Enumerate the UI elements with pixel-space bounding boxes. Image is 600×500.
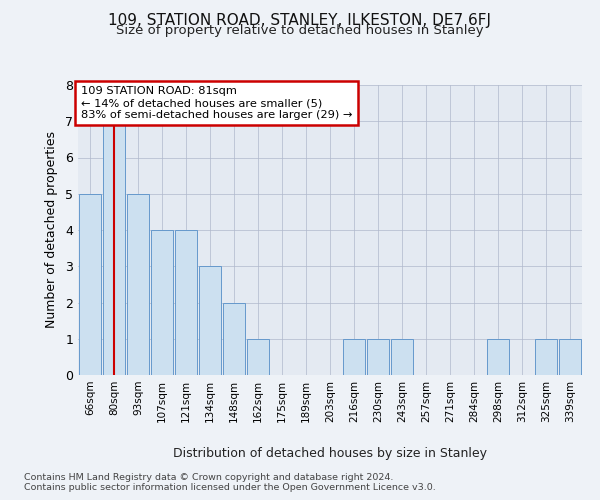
Bar bbox=[151, 230, 173, 375]
Bar bbox=[79, 194, 101, 375]
Bar bbox=[367, 339, 389, 375]
Bar bbox=[175, 230, 197, 375]
Bar bbox=[199, 266, 221, 375]
Text: 109 STATION ROAD: 81sqm
← 14% of detached houses are smaller (5)
83% of semi-det: 109 STATION ROAD: 81sqm ← 14% of detache… bbox=[80, 86, 352, 120]
Bar bbox=[127, 194, 149, 375]
Bar bbox=[103, 121, 125, 375]
Text: Size of property relative to detached houses in Stanley: Size of property relative to detached ho… bbox=[116, 24, 484, 37]
Text: Distribution of detached houses by size in Stanley: Distribution of detached houses by size … bbox=[173, 448, 487, 460]
Text: 109, STATION ROAD, STANLEY, ILKESTON, DE7 6FJ: 109, STATION ROAD, STANLEY, ILKESTON, DE… bbox=[109, 12, 491, 28]
Text: Contains HM Land Registry data © Crown copyright and database right 2024.: Contains HM Land Registry data © Crown c… bbox=[24, 472, 394, 482]
Y-axis label: Number of detached properties: Number of detached properties bbox=[45, 132, 58, 328]
Bar bbox=[535, 339, 557, 375]
Bar bbox=[343, 339, 365, 375]
Bar bbox=[223, 302, 245, 375]
Text: Contains public sector information licensed under the Open Government Licence v3: Contains public sector information licen… bbox=[24, 482, 436, 492]
Bar bbox=[247, 339, 269, 375]
Bar bbox=[487, 339, 509, 375]
Bar bbox=[391, 339, 413, 375]
Bar bbox=[559, 339, 581, 375]
